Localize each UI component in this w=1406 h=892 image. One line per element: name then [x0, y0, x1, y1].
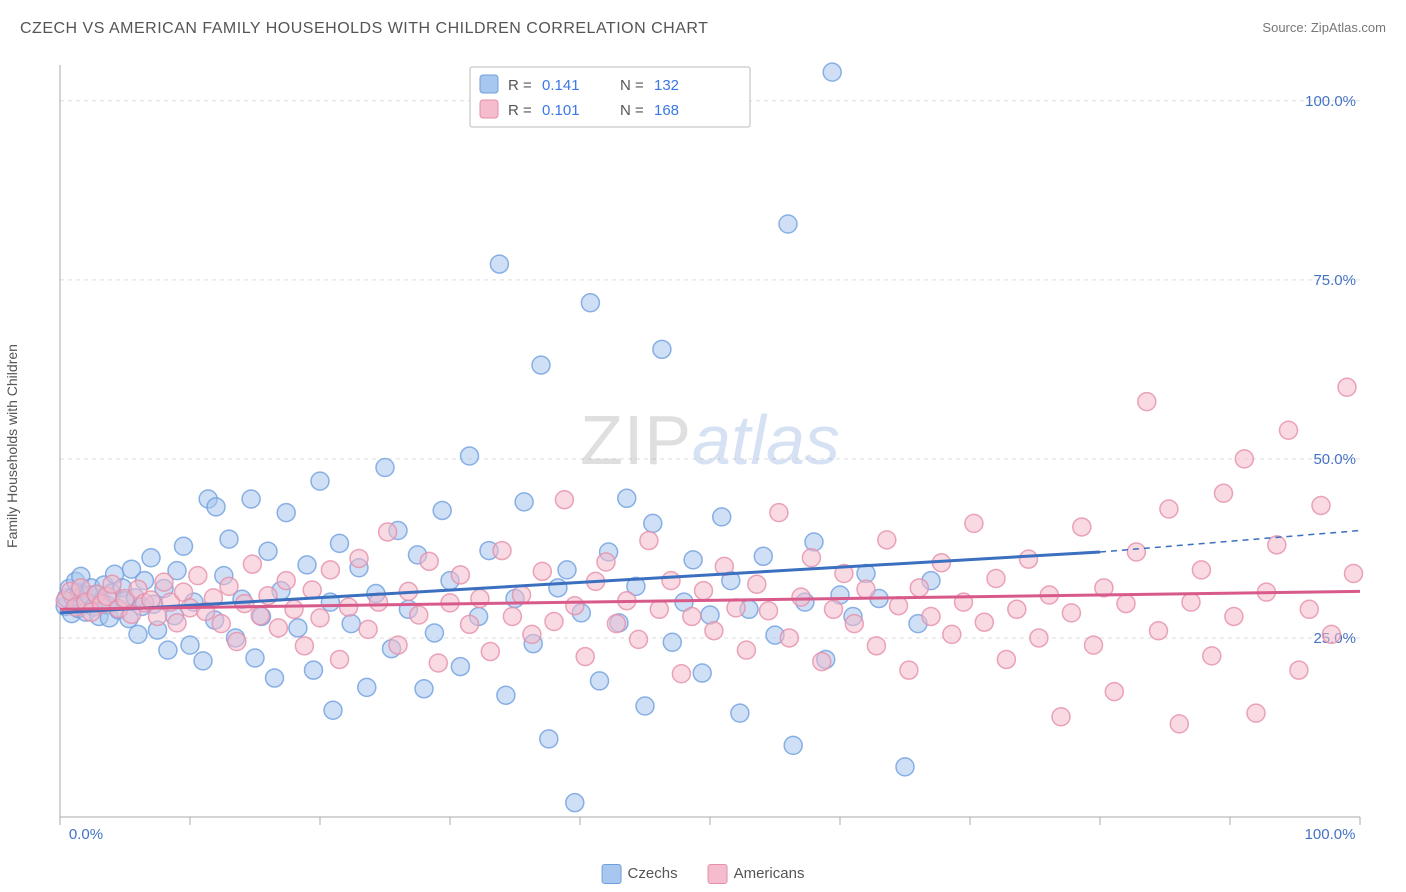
source-label: Source:	[1262, 20, 1307, 35]
svg-text:100.0%: 100.0%	[1305, 93, 1356, 110]
svg-text:100.0%: 100.0%	[1305, 826, 1356, 840]
svg-text:R =: R =	[508, 77, 532, 94]
svg-text:0.101: 0.101	[542, 102, 580, 119]
legend-label: Czechs	[628, 865, 678, 882]
svg-text:168: 168	[654, 102, 679, 119]
legend-label: Americans	[734, 865, 805, 882]
y-axis-label: Family Households with Children	[4, 344, 20, 548]
legend-item-czechs: Czechs	[602, 864, 678, 884]
svg-text:50.0%: 50.0%	[1313, 451, 1356, 468]
source-name: ZipAtlas.com	[1311, 20, 1386, 35]
source-attribution: Source: ZipAtlas.com	[1262, 20, 1386, 35]
scatter-chart: 25.0%50.0%75.0%100.0%0.0%100.0%R =0.141N…	[50, 55, 1370, 840]
svg-text:0.141: 0.141	[542, 77, 580, 94]
swatch-icon	[602, 864, 622, 884]
legend-item-americans: Americans	[708, 864, 805, 884]
svg-text:N =: N =	[620, 102, 644, 119]
swatch-icon	[708, 864, 728, 884]
svg-text:75.0%: 75.0%	[1313, 272, 1356, 289]
chart-title: CZECH VS AMERICAN FAMILY HOUSEHOLDS WITH…	[20, 20, 708, 38]
bottom-legend: Czechs Americans	[602, 864, 805, 884]
svg-text:132: 132	[654, 77, 679, 94]
svg-text:N =: N =	[620, 77, 644, 94]
svg-text:0.0%: 0.0%	[69, 826, 103, 840]
svg-text:R =: R =	[508, 102, 532, 119]
